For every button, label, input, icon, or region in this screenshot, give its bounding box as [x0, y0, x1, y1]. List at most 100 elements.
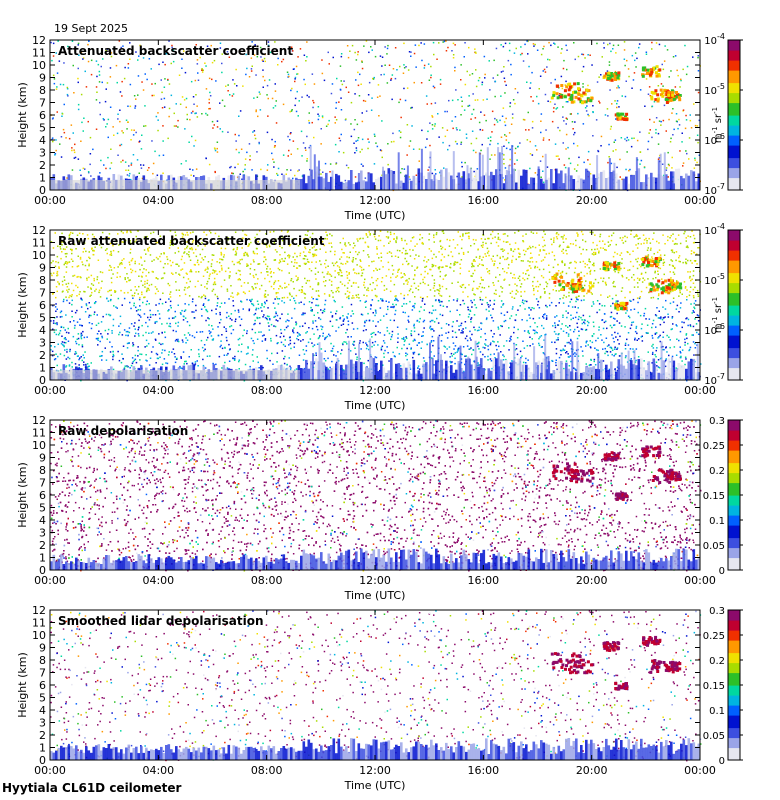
y-tick-label: 6	[39, 489, 46, 502]
panel-title: Raw attenuated backscatter coefficient	[58, 234, 325, 248]
y-tick-label: 5	[39, 122, 46, 135]
colorbar-tick-label: 10-5	[704, 272, 725, 287]
y-tick-label: 0	[39, 374, 46, 387]
y-tick-label: 2	[39, 349, 46, 362]
colorbar: 10-7 10-6 10-5 10-4 m-1 sr-1	[704, 222, 743, 387]
x-tick-label: 20:00	[576, 384, 608, 397]
panel-title: Attenuated backscatter coefficient	[58, 44, 293, 58]
plot-area	[50, 40, 700, 190]
y-tick-label: 4	[39, 704, 46, 717]
y-tick-label: 9	[39, 262, 46, 275]
y-tick-label: 8	[39, 464, 46, 477]
y-tick-label: 1	[39, 742, 46, 755]
colorbar-tick-label: 0.1	[709, 516, 725, 527]
date-label: 19 Sept 2025	[54, 22, 129, 35]
y-tick-label: 2	[39, 729, 46, 742]
y-tick-label: 1	[39, 172, 46, 185]
y-tick-label: 5	[39, 312, 46, 325]
instrument-label: Hyytiala CL61D ceilometer	[2, 781, 182, 795]
plot-area	[50, 420, 700, 570]
y-tick-label: 10	[32, 629, 46, 642]
y-tick-label: 0	[39, 184, 46, 197]
y-tick-label: 9	[39, 452, 46, 465]
x-tick-label: 00:00	[684, 194, 716, 207]
y-tick-label: 11	[32, 617, 46, 630]
y-tick-label: 1	[39, 362, 46, 375]
colorbar-tick-label: 0.2	[709, 656, 725, 667]
x-tick-label: 12:00	[359, 384, 391, 397]
colorbar-tick-label: 10-4	[704, 32, 725, 47]
x-tick-label: 20:00	[576, 574, 608, 587]
x-axis-label: Time (UTC)	[344, 399, 406, 412]
panel-title: Raw depolarisation	[58, 424, 188, 438]
panel-title: Smoothed lidar depolarisation	[58, 614, 264, 628]
y-tick-label: 8	[39, 274, 46, 287]
x-tick-label: 12:00	[359, 574, 391, 587]
x-tick-label: 00:00	[684, 764, 716, 777]
y-axis-label: Height (km)	[16, 652, 29, 718]
x-tick-label: 08:00	[251, 574, 283, 587]
y-axis-label: Height (km)	[16, 82, 29, 148]
colorbar-tick-label: 0.3	[709, 416, 725, 427]
x-tick-label: 16:00	[467, 194, 499, 207]
x-tick-label: 16:00	[467, 574, 499, 587]
y-tick-label: 10	[32, 59, 46, 72]
colorbar-tick-label: 0.05	[703, 731, 725, 742]
y-tick-label: 2	[39, 159, 46, 172]
y-tick-label: 7	[39, 667, 46, 680]
x-tick-label: 00:00	[34, 764, 66, 777]
colorbar-tick-label: 0.15	[703, 491, 725, 502]
y-tick-label: 11	[32, 427, 46, 440]
y-tick-label: 3	[39, 337, 46, 350]
colorbar-unit: m-1 sr-1	[711, 107, 724, 143]
colorbar-unit: m-1 sr-1	[711, 297, 724, 333]
x-tick-label: 00:00	[34, 194, 66, 207]
colorbar: 0 0.05 0.1 0.15 0.2 0.25 0.3	[703, 606, 743, 767]
x-tick-label: 04:00	[142, 194, 174, 207]
y-tick-label: 5	[39, 502, 46, 515]
plot-area	[50, 230, 700, 380]
colorbar-tick-label: 0.25	[703, 441, 725, 452]
y-tick-label: 5	[39, 692, 46, 705]
y-tick-label: 1	[39, 552, 46, 565]
x-axis-label: Time (UTC)	[344, 589, 406, 602]
colorbar-tick-label: 10-4	[704, 222, 725, 237]
colorbar: 0 0.05 0.1 0.15 0.2 0.25 0.3	[703, 416, 743, 577]
y-tick-label: 7	[39, 97, 46, 110]
y-tick-label: 10	[32, 439, 46, 452]
signal-pixels	[50, 420, 702, 572]
colorbar-tick-label: 0.05	[703, 541, 725, 552]
y-tick-label: 12	[32, 224, 46, 237]
x-tick-label: 04:00	[142, 384, 174, 397]
y-tick-label: 6	[39, 299, 46, 312]
colorbar-tick-label: 0.15	[703, 681, 725, 692]
y-tick-label: 12	[32, 604, 46, 617]
colorbar: 10-7 10-6 10-5 10-4 m-1 sr-1	[704, 32, 743, 197]
colorbar-tick-label: 0.2	[709, 466, 725, 477]
colorbar-tick-label: 10-7	[704, 372, 725, 387]
colorbar-tick-label: 0	[719, 756, 725, 767]
x-tick-label: 00:00	[34, 574, 66, 587]
y-tick-label: 4	[39, 324, 46, 337]
y-tick-label: 4	[39, 514, 46, 527]
colorbar-tick-label: 0.25	[703, 631, 725, 642]
y-tick-label: 9	[39, 72, 46, 85]
x-tick-label: 16:00	[467, 764, 499, 777]
x-tick-label: 04:00	[142, 574, 174, 587]
x-tick-label: 08:00	[251, 384, 283, 397]
y-tick-label: 7	[39, 287, 46, 300]
y-tick-label: 4	[39, 134, 46, 147]
y-axis-label: Height (km)	[16, 272, 29, 338]
colorbar-tick-label: 10-6	[704, 322, 725, 337]
x-tick-label: 12:00	[359, 764, 391, 777]
signal-pixels	[50, 610, 702, 762]
x-tick-label: 16:00	[467, 384, 499, 397]
y-tick-label: 3	[39, 147, 46, 160]
x-tick-label: 04:00	[142, 764, 174, 777]
y-tick-label: 6	[39, 679, 46, 692]
x-tick-label: 08:00	[251, 194, 283, 207]
y-tick-label: 3	[39, 717, 46, 730]
x-tick-label: 20:00	[576, 764, 608, 777]
